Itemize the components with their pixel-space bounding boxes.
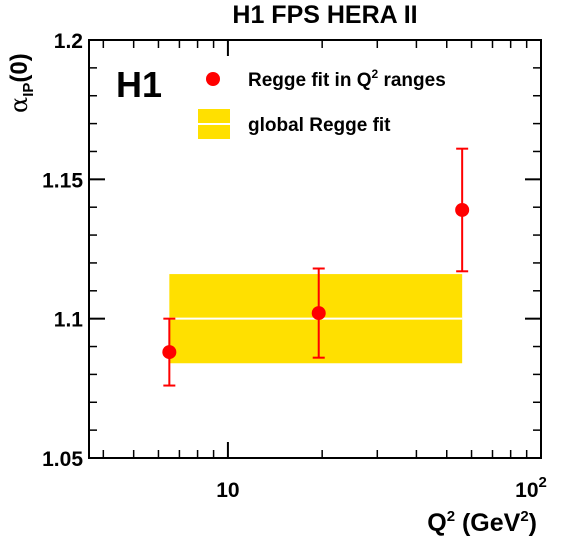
- plot-frame: [88, 39, 542, 459]
- data-point: [455, 202, 470, 217]
- ticks-layer: 1.05 1.1 1.15 1.2 10 102: [42, 30, 547, 502]
- x-axis-label: Q2 (GeV2): [427, 508, 537, 537]
- data-point: [311, 306, 326, 321]
- legend-label-regge: Regge fit in Q2 ranges: [248, 67, 446, 91]
- data-point: [162, 345, 177, 360]
- y-tick-label: 1.2: [54, 30, 83, 53]
- y-tick-label: 1.05: [42, 448, 83, 471]
- points-layer: [162, 147, 470, 387]
- legend-label-band: global Regge fit: [248, 115, 391, 136]
- y-axis-label: αIP(0): [5, 53, 37, 113]
- h1-logo: H1: [116, 64, 162, 105]
- chart-title: H1 FPS HERA II: [232, 1, 417, 29]
- y-tick-label: 1.15: [42, 169, 83, 192]
- x-tick-label: 102: [515, 474, 547, 502]
- legend: Regge fit in Q2 ranges global Regge fit: [198, 67, 446, 139]
- x-tick-label: 10: [216, 479, 239, 502]
- y-tick-label: 1.1: [54, 309, 84, 332]
- legend-marker-regge: [206, 72, 220, 86]
